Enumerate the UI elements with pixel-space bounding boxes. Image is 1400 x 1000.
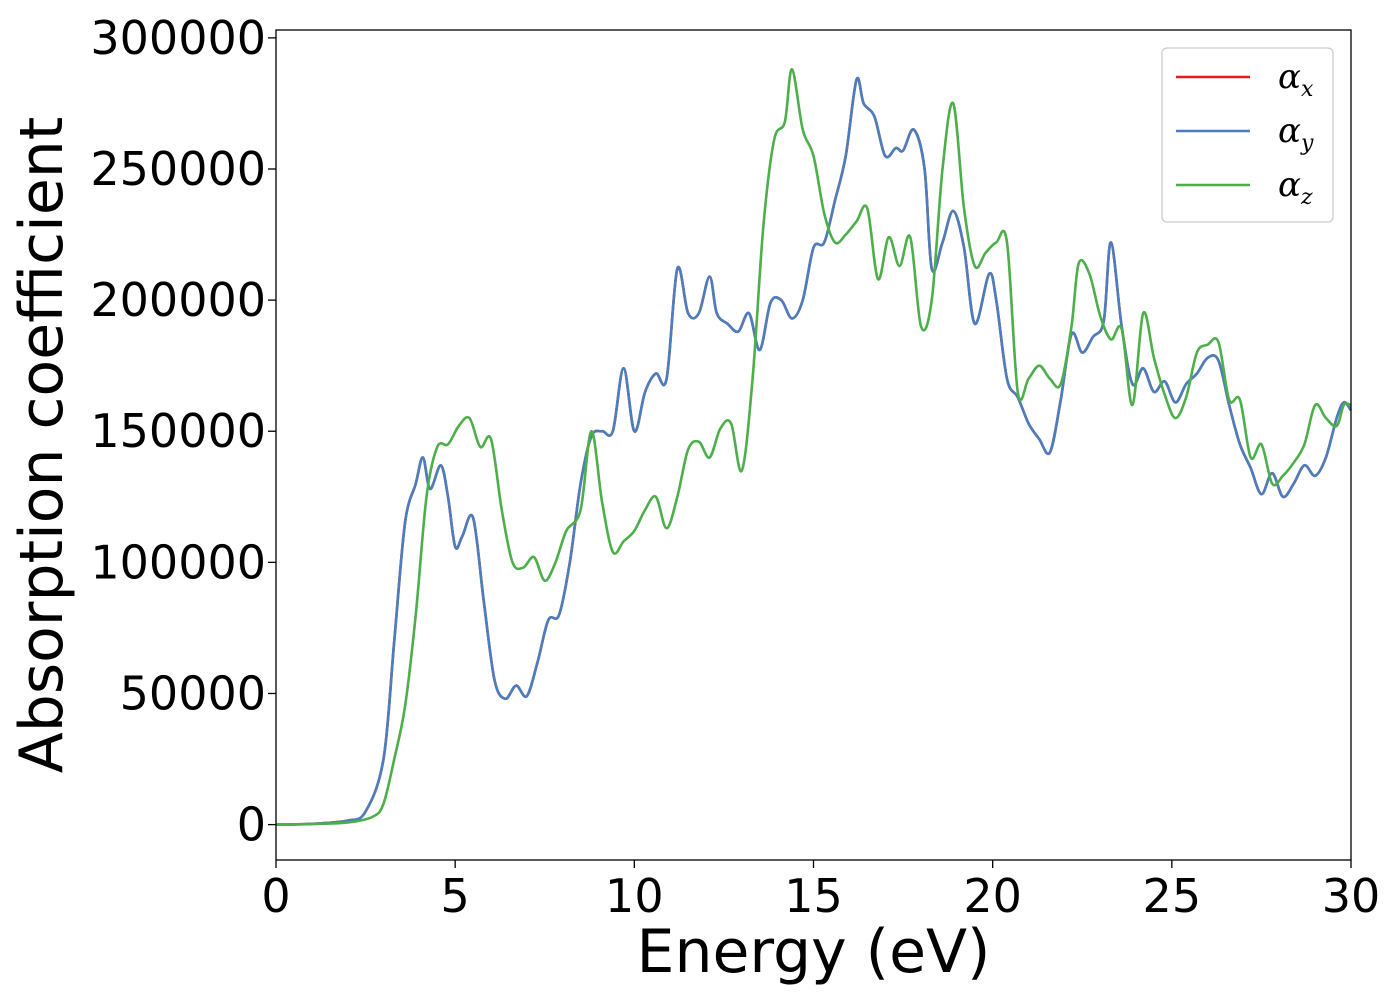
x-tick-label: 20	[963, 869, 1022, 923]
x-tick-label: 15	[784, 869, 843, 923]
series-layer	[275, 68, 1353, 826]
y-tick-label: 0	[237, 798, 266, 852]
y-tick-label: 200000	[90, 273, 266, 327]
series-line-z	[275, 68, 1352, 826]
x-tick-label: 30	[1322, 869, 1381, 923]
series-line-y	[275, 76, 1353, 826]
x-tick-label: 0	[261, 869, 290, 923]
y-tick-label: 150000	[90, 404, 266, 458]
y-tick-label: 250000	[90, 142, 266, 196]
ticks-layer: 0 5 10 15 20 25 30 0 50000 100000 150000 200000 2500…	[90, 11, 1380, 923]
x-tick-label: 25	[1143, 869, 1202, 923]
y-tick-label: 300000	[90, 11, 266, 65]
legend-box	[1161, 47, 1334, 223]
x-tick-label: 10	[605, 869, 664, 923]
y-tick-label: 50000	[120, 666, 266, 720]
y-axis-title: Absorption coefficient	[7, 117, 77, 774]
x-tick-label: 5	[441, 869, 470, 923]
x-axis-title: Energy (eV)	[637, 917, 991, 987]
y-tick-label: 100000	[90, 535, 266, 589]
